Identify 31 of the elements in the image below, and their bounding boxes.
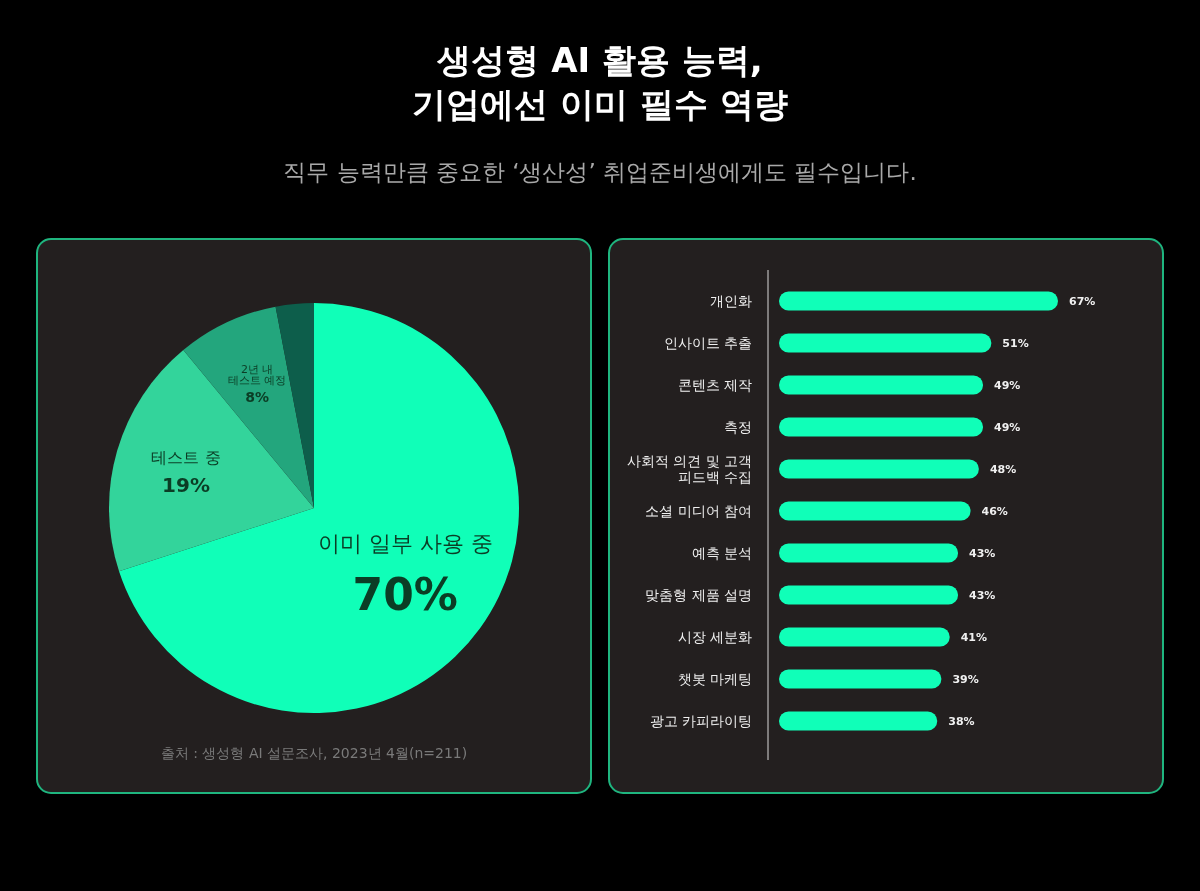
data-label: 8% xyxy=(245,389,270,406)
data-label: 49% xyxy=(994,378,1021,392)
data-label: 46% xyxy=(981,504,1008,518)
y-tick-label: 개인화 xyxy=(710,293,752,309)
y-tick-label: 콘텐츠 제작 xyxy=(677,377,752,393)
y-tick-label: 소셜 미디어 참여 xyxy=(645,503,752,519)
data-label: 67% xyxy=(1069,294,1096,308)
data-label: 48% xyxy=(989,462,1017,476)
y-tick-label: 시장 세분화 xyxy=(677,629,752,645)
data-label: 70% xyxy=(352,568,458,620)
data-label: 38% xyxy=(948,714,975,728)
slice-label: 이미 일부 사용 중 xyxy=(317,530,493,556)
text: 직무 능력만큼 중요한 ‘생산성’ 취업준비생에게도 필수입니다. xyxy=(283,159,917,185)
y-tick-label: 사회적 의견 및 고객 피드백 수집 xyxy=(626,452,752,486)
y-tick-label: 광고 카피라이팅 xyxy=(649,713,752,729)
data-label: 19% xyxy=(162,473,210,498)
slice-label: 테스트 중 xyxy=(151,447,221,467)
data-label: 41% xyxy=(960,630,988,644)
slice-label: 2년 내 테스트 예정 xyxy=(228,362,287,387)
y-tick-label: 측정 xyxy=(724,419,752,435)
data-label: 43% xyxy=(969,546,996,560)
y-tick-label: 예측 분석 xyxy=(691,545,752,561)
data-label: 51% xyxy=(1002,336,1029,350)
source-note: 출처 : 생성형 AI 설문조사, 2023년 4월(n=211) xyxy=(160,745,468,761)
y-tick-label: 맞춤형 제품 설명 xyxy=(645,587,752,603)
y-tick-label: 챗봇 마케팅 xyxy=(677,671,752,687)
y-tick-label: 인사이트 추출 xyxy=(663,335,752,351)
data-label: 43% xyxy=(969,588,996,602)
text: 생성형 AI 활용 능력, 기업에선 이미 필수 역량 xyxy=(412,39,788,125)
data-label: 39% xyxy=(952,672,979,686)
data-label: 49% xyxy=(994,420,1021,434)
